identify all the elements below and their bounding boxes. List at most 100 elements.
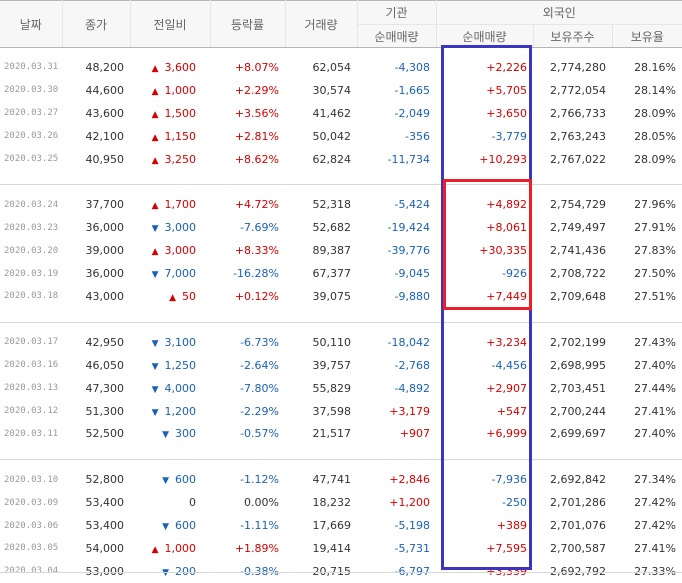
- cell-foreign-net: +547: [496, 404, 527, 418]
- table-row: 2020.03.16 46,050 ▼ 1,250 -2.64% 39,757 -2,768…: [0, 354, 682, 377]
- cell-institution-net: -2,768: [394, 358, 430, 372]
- cell-close: 48,200: [85, 60, 125, 74]
- cell-volume: 41,462: [312, 106, 352, 120]
- cell-foreign-net: +4,892: [486, 198, 527, 212]
- cell-institution-net: +2,846: [389, 473, 430, 487]
- cell-close: 54,000: [85, 541, 125, 555]
- cell-date: 2020.03.17: [4, 337, 59, 348]
- cell-close: 46,050: [85, 358, 125, 372]
- cell-change-value: 1,150: [164, 129, 197, 143]
- cell-institution-net: -11,734: [387, 152, 430, 166]
- header-foreign-ratio: 보유율: [612, 24, 682, 48]
- group-spacer: [0, 48, 682, 56]
- cell-date: 2020.03.05: [4, 543, 59, 554]
- cell-rate: +0.12%: [234, 289, 279, 303]
- cell-change: ▲ 3,600: [130, 56, 210, 79]
- cell-foreign-ratio: 27.83%: [634, 244, 677, 258]
- cell-change-value: 1,200: [164, 404, 197, 418]
- cell-close: 43,600: [85, 106, 125, 120]
- cell-date: 2020.03.20: [4, 245, 59, 256]
- header-close: 종가: [62, 0, 131, 48]
- cell-rate: -1.12%: [240, 473, 279, 487]
- triangle-up-icon: ▲: [151, 109, 159, 120]
- cell-date: 2020.03.23: [4, 222, 59, 233]
- cell-change: ▼ 600: [130, 514, 210, 537]
- cell-foreign-net: -4,456: [491, 358, 527, 372]
- table-row: 2020.03.09 53,400 0 0.00% 18,232 +1,200 -250 2,…: [0, 491, 682, 514]
- cell-foreign-holdings: 2,700,244: [550, 404, 606, 418]
- triangle-down-icon: ▼: [151, 270, 159, 281]
- cell-rate: +2.29%: [234, 83, 279, 97]
- group-spacer: [0, 185, 682, 193]
- cell-change: ▲ 1,700: [130, 193, 210, 216]
- cell-rate: 0.00%: [244, 496, 279, 510]
- cell-change: ▼ 300: [130, 422, 210, 445]
- cell-volume: 47,741: [312, 473, 352, 487]
- cell-date: 2020.03.06: [4, 520, 59, 531]
- cell-foreign-ratio: 28.16%: [634, 60, 677, 74]
- cell-volume: 18,232: [312, 496, 352, 510]
- cell-change: 0: [130, 491, 210, 514]
- cell-foreign-holdings: 2,701,076: [550, 519, 606, 533]
- cell-rate: -6.73%: [240, 335, 279, 349]
- cell-foreign-holdings: 2,708,722: [550, 267, 606, 281]
- cell-foreign-holdings: 2,709,648: [550, 289, 606, 303]
- cell-foreign-net: +10,293: [479, 152, 527, 166]
- table-row: 2020.03.05 54,000 ▲ 1,000 +1.89% 19,414 -5,731…: [0, 537, 682, 560]
- cell-close: 37,700: [85, 198, 125, 212]
- cell-change-value: 3,100: [164, 335, 197, 349]
- cell-rate: +3.56%: [234, 106, 279, 120]
- triangle-up-icon: ▲: [151, 201, 159, 212]
- cell-rate: +2.81%: [234, 129, 279, 143]
- header-foreign-net: 순매매량: [436, 24, 534, 48]
- cell-change: ▲ 1,000: [130, 537, 210, 560]
- cell-foreign-holdings: 2,701,286: [550, 496, 606, 510]
- cell-foreign-holdings: 2,703,451: [550, 381, 606, 395]
- cell-institution-net: +3,179: [389, 404, 430, 418]
- cell-rate: -0.57%: [240, 427, 279, 441]
- table-bottom-border: [0, 572, 682, 573]
- cell-institution-net: +1,200: [389, 496, 430, 510]
- table-body: 2020.03.31 48,200 ▲ 3,600 +8.07% 62,054 -4,308…: [0, 47, 682, 583]
- cell-change-value: 3,000: [164, 244, 197, 258]
- cell-foreign-holdings: 2,699,697: [550, 427, 606, 441]
- cell-foreign-net: +30,335: [479, 244, 527, 258]
- cell-institution-net: -19,424: [387, 221, 430, 235]
- cell-foreign-holdings: 2,772,054: [550, 83, 606, 97]
- cell-close: 52,800: [85, 473, 125, 487]
- cell-foreign-holdings: 2,766,733: [550, 106, 606, 120]
- cell-change-value: 4,000: [164, 381, 197, 395]
- cell-volume: 39,757: [312, 358, 352, 372]
- cell-foreign-ratio: 27.96%: [634, 198, 677, 212]
- cell-volume: 52,318: [312, 198, 352, 212]
- cell-foreign-net: +2,907: [486, 381, 527, 395]
- cell-rate: -1.11%: [240, 519, 279, 533]
- cell-foreign-holdings: 2,700,587: [550, 541, 606, 555]
- cell-close: 52,500: [85, 427, 125, 441]
- cell-rate: -2.64%: [240, 358, 279, 372]
- cell-date: 2020.03.12: [4, 406, 59, 417]
- cell-change-value: 600: [175, 473, 196, 487]
- cell-volume: 67,377: [312, 267, 352, 281]
- cell-institution-net: -5,731: [394, 541, 430, 555]
- cell-foreign-net: +3,650: [486, 106, 527, 120]
- cell-volume: 89,387: [312, 244, 352, 258]
- cell-date: 2020.03.11: [4, 428, 59, 439]
- cell-rate: +8.07%: [234, 60, 279, 74]
- cell-institution-net: -2,049: [394, 106, 430, 120]
- cell-close: 39,000: [85, 244, 125, 258]
- cell-foreign-ratio: 27.44%: [634, 381, 677, 395]
- table-row: 2020.03.06 53,400 ▼ 600 -1.11% 17,669 -5,198 +3…: [0, 514, 682, 537]
- cell-foreign-net: +7,449: [486, 289, 527, 303]
- triangle-down-icon: ▼: [151, 407, 159, 418]
- cell-date: 2020.03.31: [4, 62, 59, 73]
- group-separator: [0, 47, 682, 48]
- group-separator-cell: [0, 322, 682, 323]
- table-row: 2020.03.12 51,300 ▼ 1,200 -2.29% 37,598 +3,179…: [0, 400, 682, 423]
- triangle-up-icon: ▲: [151, 155, 159, 166]
- cell-foreign-holdings: 2,763,243: [550, 129, 606, 143]
- triangle-up-icon: ▲: [169, 292, 176, 303]
- cell-institution-net: -5,198: [394, 519, 430, 533]
- cell-institution-net: -1,665: [394, 83, 430, 97]
- cell-change-value: 1,500: [164, 106, 197, 120]
